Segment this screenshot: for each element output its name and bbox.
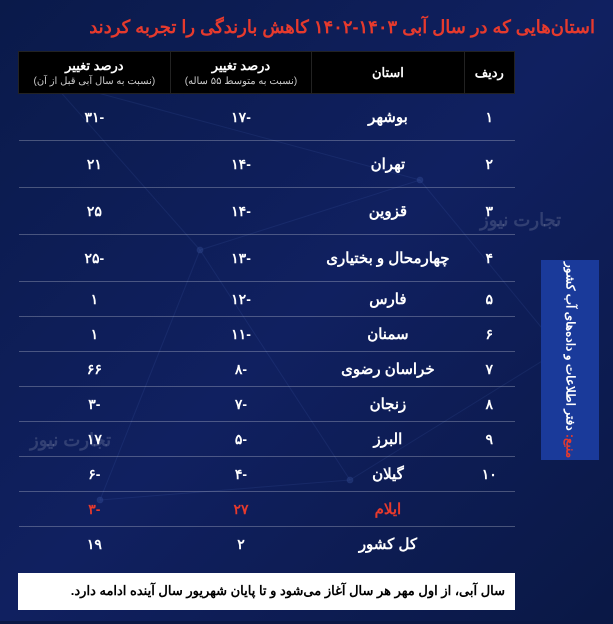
table-row: ۵فارس-۱۲۱ (19, 282, 515, 317)
cell-province: گیلان (312, 457, 464, 492)
cell-p55: ۲ (170, 527, 312, 562)
cell-province: بوشهر (312, 94, 464, 141)
cell-pprev: ۱ (19, 317, 171, 352)
cell-province: سمنان (312, 317, 464, 352)
rainfall-table: ردیف استان درصد تغییر(نسبت به متوسط ۵۵ س… (18, 51, 515, 561)
source-label: منبع: (564, 434, 578, 458)
source-box: منبع: دفتر اطلاعات و داده‌های آب کشور (541, 260, 599, 460)
cell-n: ۴ (464, 235, 514, 282)
cell-n (464, 492, 514, 527)
col-pct55: درصد تغییر(نسبت به متوسط ۵۵ ساله) (170, 52, 312, 94)
cell-pprev: -۳۱ (19, 94, 171, 141)
cell-n: ۶ (464, 317, 514, 352)
table-row: ۸زنجان-۷-۳ (19, 387, 515, 422)
cell-pprev: ۶۶ (19, 352, 171, 387)
cell-p55: -۱۳ (170, 235, 312, 282)
cell-province: فارس (312, 282, 464, 317)
cell-n: ۳ (464, 188, 514, 235)
cell-pprev: -۶ (19, 457, 171, 492)
cell-province: خراسان رضوی (312, 352, 464, 387)
cell-province: البرز (312, 422, 464, 457)
cell-n: ۷ (464, 352, 514, 387)
cell-p55: -۱۲ (170, 282, 312, 317)
cell-n: ۱۰ (464, 457, 514, 492)
table-row: ۱بوشهر-۱۷-۳۱ (19, 94, 515, 141)
cell-n (464, 527, 514, 562)
cell-pprev: ۱۷ (19, 422, 171, 457)
cell-n: ۹ (464, 422, 514, 457)
cell-p55: -۴ (170, 457, 312, 492)
cell-n: ۸ (464, 387, 514, 422)
cell-province: قزوین (312, 188, 464, 235)
cell-province: تهران (312, 141, 464, 188)
table-row: ایلام۲۷-۳ (19, 492, 515, 527)
cell-p55: -۱۷ (170, 94, 312, 141)
table-row: ۷خراسان رضوی-۸۶۶ (19, 352, 515, 387)
table-row: کل کشور۲۱۹ (19, 527, 515, 562)
cell-province: چهارمحال و بختیاری (312, 235, 464, 282)
cell-pprev: -۳ (19, 387, 171, 422)
cell-province: کل کشور (312, 527, 464, 562)
table-title: استان‌هایی که در سال آبی ۱۴۰۳-۱۴۰۲ کاهش … (18, 14, 595, 41)
cell-n: ۱ (464, 94, 514, 141)
footnote: سال آبی، از اول مهر هر سال آغاز می‌شود و… (18, 573, 515, 610)
cell-p55: ۲۷ (170, 492, 312, 527)
cell-pprev: ۱ (19, 282, 171, 317)
cell-pprev: -۲۵ (19, 235, 171, 282)
table-row: ۱۰گیلان-۴-۶ (19, 457, 515, 492)
cell-p55: -۱۱ (170, 317, 312, 352)
cell-pprev: -۳ (19, 492, 171, 527)
table-row: ۴چهارمحال و بختیاری-۱۳-۲۵ (19, 235, 515, 282)
cell-p55: -۱۴ (170, 141, 312, 188)
cell-p55: -۷ (170, 387, 312, 422)
cell-province: زنجان (312, 387, 464, 422)
col-row: ردیف (464, 52, 514, 94)
cell-n: ۲ (464, 141, 514, 188)
col-province: استان (312, 52, 464, 94)
source-text: دفتر اطلاعات و داده‌های آب کشور (564, 262, 578, 431)
cell-pprev: ۲۵ (19, 188, 171, 235)
cell-p55: -۵ (170, 422, 312, 457)
table-row: ۹البرز-۵۱۷ (19, 422, 515, 457)
cell-pprev: ۲۱ (19, 141, 171, 188)
cell-pprev: ۱۹ (19, 527, 171, 562)
cell-n: ۵ (464, 282, 514, 317)
cell-p55: -۱۴ (170, 188, 312, 235)
table-row: ۳قزوین-۱۴۲۵ (19, 188, 515, 235)
cell-p55: -۸ (170, 352, 312, 387)
table-row: ۶سمنان-۱۱۱ (19, 317, 515, 352)
cell-province: ایلام (312, 492, 464, 527)
col-pctprev: درصد تغییر(نسبت به سال آبی قبل از آن) (19, 52, 171, 94)
table-row: ۲تهران-۱۴۲۱ (19, 141, 515, 188)
